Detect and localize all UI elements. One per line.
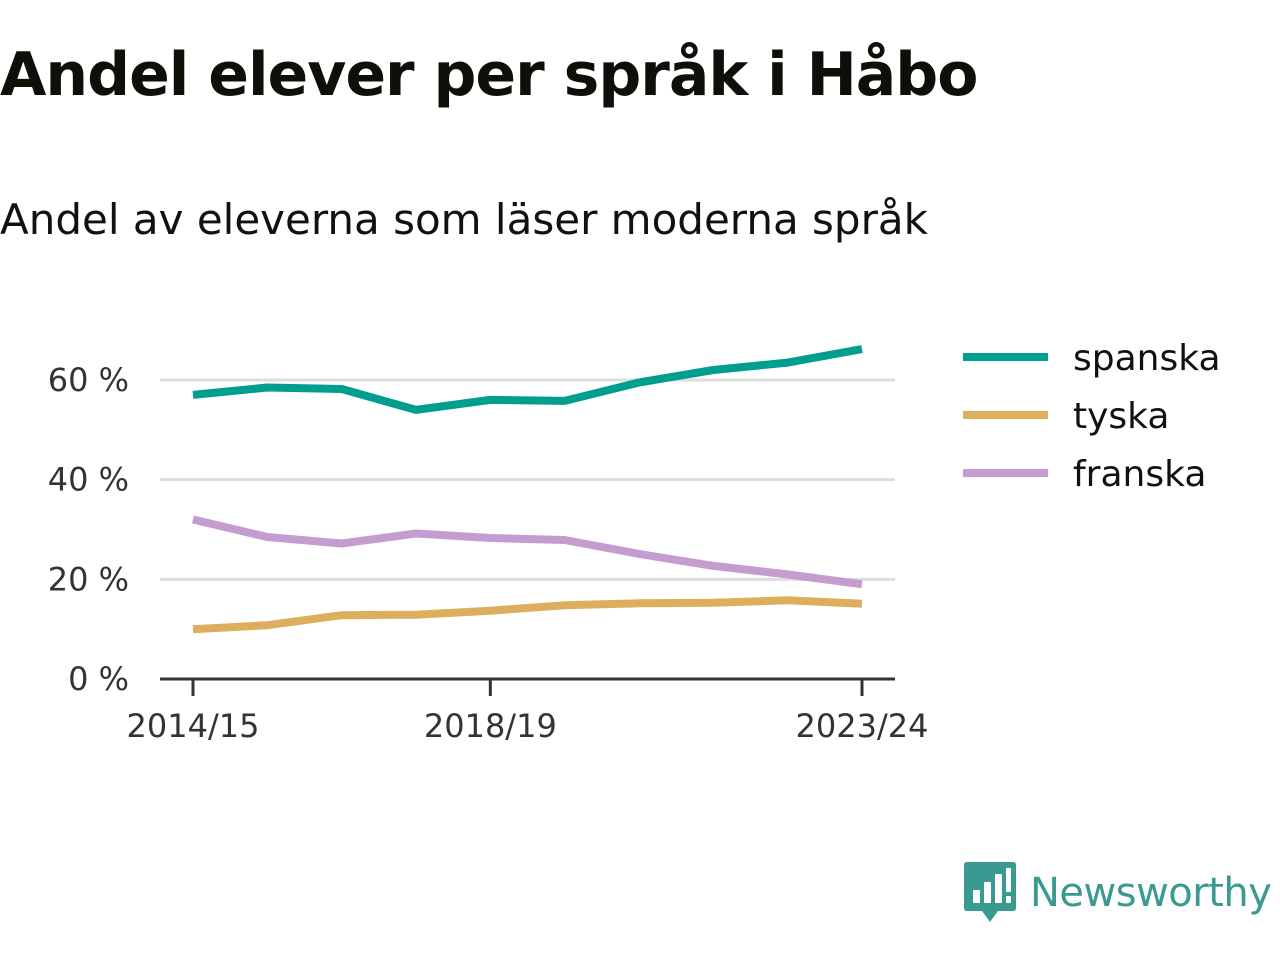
x-tick-label: 2014/15 xyxy=(127,707,260,745)
legend: spanska tyska franska xyxy=(963,338,1221,495)
legend-label-franska: franska xyxy=(1073,454,1206,495)
brand-name: Newsworthy xyxy=(1030,870,1271,916)
line-chart: 0 % 20 % 40 % 60 % 2014/15 2018/19 2023/24 sp… xyxy=(0,0,1280,960)
y-tick-label: 60 % xyxy=(48,361,129,399)
gridlines xyxy=(160,380,895,579)
legend-label-tyska: tyska xyxy=(1073,396,1169,437)
series-line-tyska xyxy=(193,600,862,629)
series-lines xyxy=(193,349,862,629)
y-axis-tick-labels: 0 % 20 % 40 % 60 % xyxy=(48,361,129,698)
y-tick-label: 20 % xyxy=(48,560,129,598)
y-tick-label: 0 % xyxy=(68,660,129,698)
y-tick-label: 40 % xyxy=(48,461,129,499)
series-line-franska xyxy=(193,520,862,585)
x-tick-label: 2023/24 xyxy=(796,707,929,745)
x-axis: 2014/15 2018/19 2023/24 xyxy=(127,679,929,745)
brand-logo: Newsworthy xyxy=(964,862,1271,924)
x-tick-label: 2018/19 xyxy=(424,707,557,745)
legend-label-spanska: spanska xyxy=(1073,338,1221,379)
newsworthy-logo-icon xyxy=(964,862,1016,924)
